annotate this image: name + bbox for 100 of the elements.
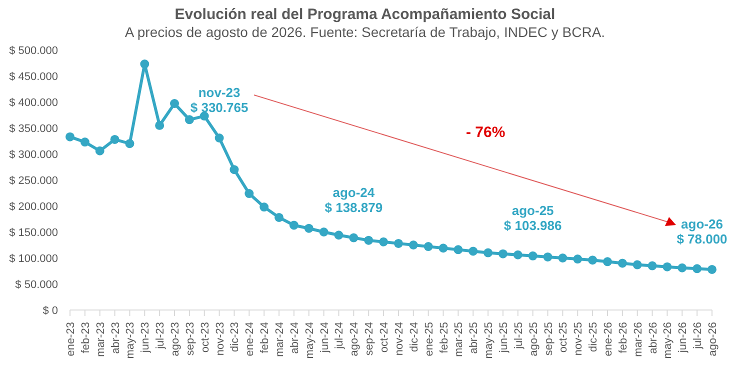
point xyxy=(408,240,418,250)
x-tick-label: may-25 xyxy=(483,322,496,359)
point xyxy=(528,251,538,260)
y-tick-label: $ 500.000 xyxy=(9,45,58,57)
point xyxy=(573,254,582,264)
x-tick-label: ene-23 xyxy=(65,322,77,356)
x-tick-label: dic-24 xyxy=(408,322,420,352)
point xyxy=(66,132,74,142)
x-tick-label: nov-25 xyxy=(572,322,585,356)
point xyxy=(513,250,522,260)
point xyxy=(304,224,314,233)
x-tick-label: feb-25 xyxy=(438,322,450,354)
point xyxy=(438,244,448,253)
x-tick-label: ago-26 xyxy=(707,322,719,356)
x-tick-label: feb-26 xyxy=(617,322,630,354)
x-tick-label: ago-24 xyxy=(348,322,361,356)
x-tick-label: jul-25 xyxy=(512,322,525,350)
x-tick-label: jul-23 xyxy=(154,322,167,350)
x-tick-label: feb-23 xyxy=(80,322,92,354)
y-tick-label: $ 400.000 xyxy=(9,97,58,109)
point xyxy=(692,264,702,274)
point xyxy=(170,99,180,108)
annotation: ago-26 $ 78.000 xyxy=(676,216,728,246)
chart-subtitle: A precios de agosto de 2026. Fuente: Secretaría de Trabajo, INDEC y BCRA. xyxy=(124,24,606,40)
x-tick-label: abr-24 xyxy=(288,322,301,354)
point xyxy=(558,254,568,262)
point xyxy=(230,165,239,174)
x-tick-label: oct-23 xyxy=(199,322,212,353)
y-tick-label: $ 150.000 xyxy=(9,227,58,239)
point xyxy=(454,245,463,254)
annotation: - 76% xyxy=(466,124,506,141)
x-tick-label: ene-26 xyxy=(602,322,614,356)
annotation: ago-24 $ 138.879 xyxy=(324,184,383,215)
annotation: nov-23 $ 330.765 xyxy=(190,85,248,115)
x-tick-label: abr-26 xyxy=(647,322,660,354)
x-tick-label: sep-25 xyxy=(542,322,555,356)
point xyxy=(200,112,209,121)
point xyxy=(140,60,150,69)
point xyxy=(678,263,687,272)
x-tick-label: feb-24 xyxy=(259,322,272,354)
x-tick-label: nov-24 xyxy=(393,322,406,356)
y-tick-label: $ 50.000 xyxy=(15,279,58,291)
point xyxy=(394,238,403,248)
x-tick-label: nov-23 xyxy=(214,322,226,356)
y-tick-label: $ 350.000 xyxy=(9,123,58,135)
point xyxy=(214,134,224,142)
x-tick-label: abr-25 xyxy=(468,322,480,354)
point xyxy=(364,236,374,245)
point xyxy=(588,256,598,265)
x-tick-label: may-23 xyxy=(124,322,137,359)
point xyxy=(498,249,508,258)
point xyxy=(379,237,388,246)
x-tick-label: jun-25 xyxy=(498,322,510,354)
x-tick-label: jun-23 xyxy=(140,322,152,354)
point xyxy=(184,115,194,124)
x-tick-label: abr-23 xyxy=(110,322,122,354)
point xyxy=(80,138,90,147)
point xyxy=(648,261,657,270)
point xyxy=(125,139,134,148)
x-tick-label: jun-24 xyxy=(318,322,331,354)
x-tick-label: dic-23 xyxy=(229,322,242,352)
point xyxy=(484,248,493,258)
point xyxy=(95,146,104,156)
y-tick-label: $ 100.000 xyxy=(9,253,58,265)
x-tick-label: ene-24 xyxy=(244,322,256,356)
x-tick-label: ene-25 xyxy=(423,322,436,356)
point xyxy=(274,212,284,222)
y-tick-label: $ 200.000 xyxy=(9,201,58,213)
x-tick-label: may-24 xyxy=(304,322,316,359)
x-tick-label: sep-24 xyxy=(364,322,376,356)
y-tick-label: $ 300.000 xyxy=(9,149,58,161)
x-tick-label: mar-26 xyxy=(632,322,644,357)
point xyxy=(602,257,612,266)
y-tick-label: $ 250.000 xyxy=(9,175,58,187)
point xyxy=(349,233,358,242)
x-tick-label: mar-23 xyxy=(94,322,107,357)
point xyxy=(662,262,672,272)
chart-title: Evolución real del Programa Acompañamiento Social xyxy=(174,5,556,23)
x-tick-label: ago-25 xyxy=(528,322,540,356)
point xyxy=(155,120,164,130)
point xyxy=(244,189,254,198)
point xyxy=(708,264,716,274)
point xyxy=(260,202,269,212)
x-tick-label: jun-26 xyxy=(677,322,690,354)
x-tick-label: sep-23 xyxy=(184,322,196,356)
point xyxy=(618,258,627,268)
x-tick-label: jul-26 xyxy=(692,322,704,350)
y-tick-label: $ 450.000 xyxy=(9,71,58,83)
point xyxy=(632,260,642,270)
x-tick-label: jul-24 xyxy=(334,322,346,350)
x-tick-label: oct-25 xyxy=(558,322,570,353)
point xyxy=(468,246,478,256)
x-tick-label: mar-24 xyxy=(274,322,286,357)
x-tick-label: mar-25 xyxy=(453,322,466,357)
x-tick-label: oct-24 xyxy=(378,322,391,353)
x-tick-label: dic-25 xyxy=(588,322,600,352)
point xyxy=(289,220,298,230)
x-tick-label: ago-23 xyxy=(170,322,182,356)
y-tick-label: $ 0 xyxy=(42,305,58,317)
point xyxy=(319,228,328,236)
